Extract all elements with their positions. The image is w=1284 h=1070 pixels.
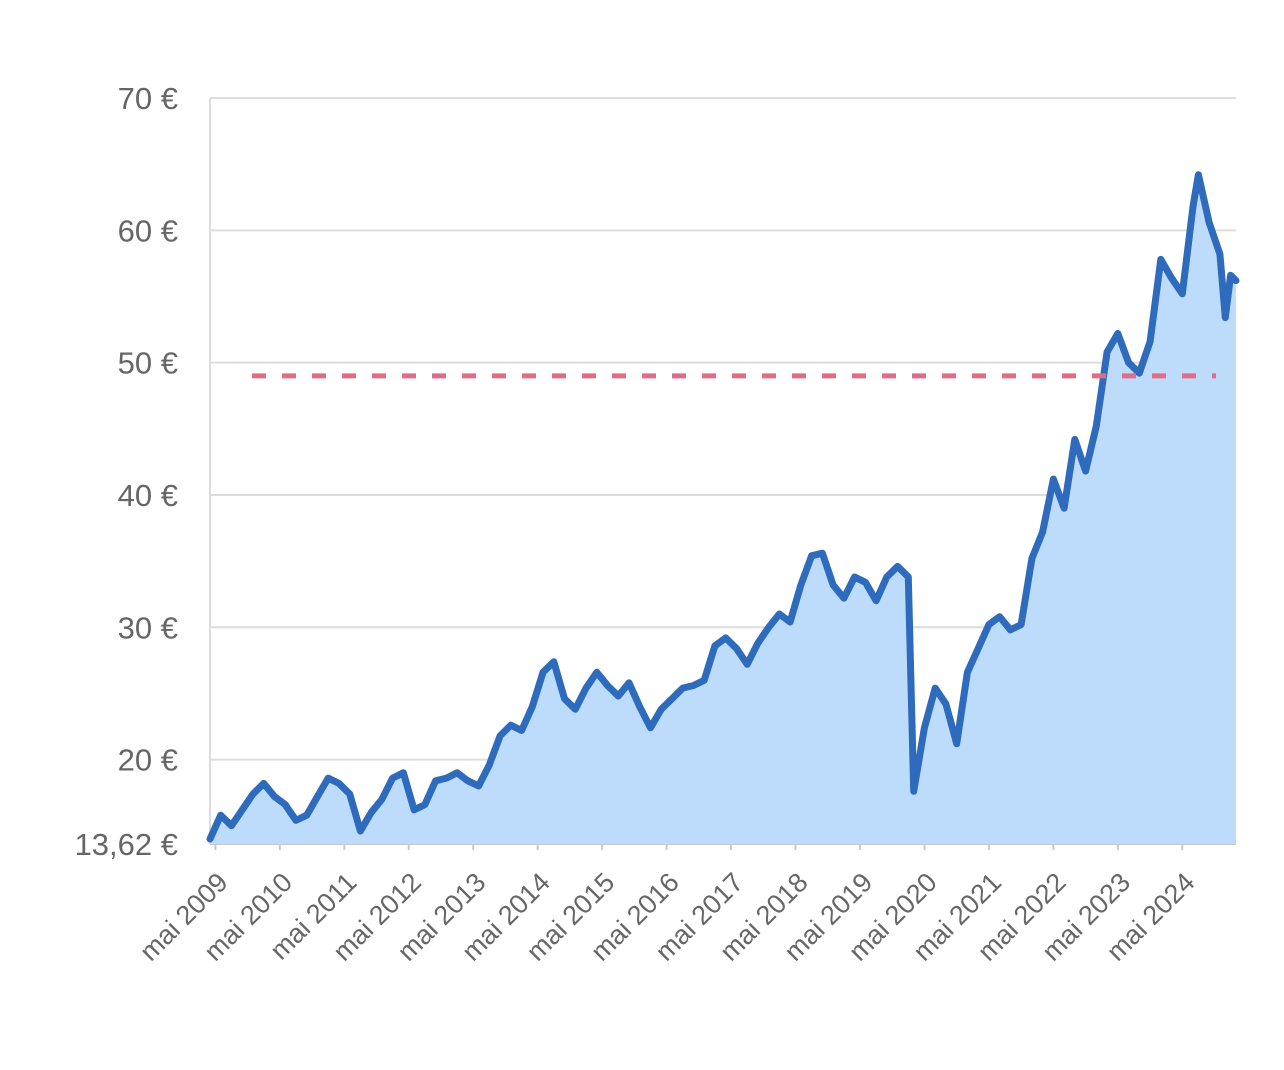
series-area [206, 171, 1240, 844]
y-tick-label: 30 € [118, 610, 178, 645]
y-tick-label: 60 € [118, 213, 178, 248]
y-tick-label: 20 € [118, 743, 178, 778]
y-tick-label: 50 € [118, 346, 178, 381]
y-tick-label: 70 € [118, 81, 178, 116]
y-tick-label: 40 € [118, 478, 178, 513]
y-axis: 70 € 60 € 50 € 40 € 30 € 20 € 13,62 € [75, 81, 178, 862]
series-line [206, 171, 1240, 843]
y-tick-label: 13,62 € [75, 827, 178, 862]
series-area-fill [210, 174, 1236, 844]
